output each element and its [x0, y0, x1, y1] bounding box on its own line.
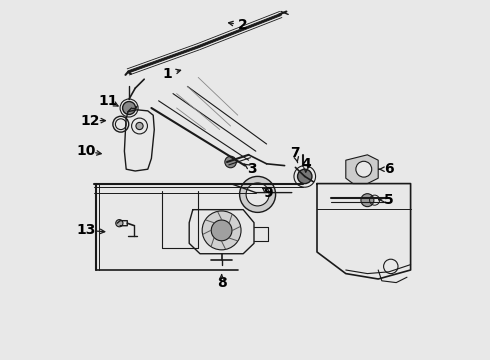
- Text: 10: 10: [76, 144, 96, 158]
- Text: 7: 7: [291, 146, 300, 160]
- Text: 1: 1: [163, 67, 172, 81]
- Text: 6: 6: [384, 162, 394, 176]
- Circle shape: [361, 194, 374, 207]
- Circle shape: [202, 211, 241, 250]
- Circle shape: [122, 102, 136, 114]
- Polygon shape: [346, 155, 378, 184]
- Circle shape: [356, 161, 372, 177]
- Circle shape: [240, 176, 275, 212]
- Text: 4: 4: [301, 157, 311, 171]
- Text: 3: 3: [247, 162, 257, 176]
- Circle shape: [225, 156, 236, 168]
- Text: 8: 8: [217, 276, 226, 289]
- Text: 12: 12: [80, 114, 100, 127]
- Text: 11: 11: [98, 94, 118, 108]
- Circle shape: [297, 169, 312, 184]
- Text: 9: 9: [264, 186, 273, 199]
- Circle shape: [116, 220, 123, 227]
- Text: 13: 13: [77, 224, 97, 237]
- Text: 2: 2: [238, 18, 248, 32]
- Circle shape: [211, 220, 232, 241]
- Text: 5: 5: [384, 193, 394, 207]
- Circle shape: [136, 122, 143, 130]
- Circle shape: [246, 183, 269, 206]
